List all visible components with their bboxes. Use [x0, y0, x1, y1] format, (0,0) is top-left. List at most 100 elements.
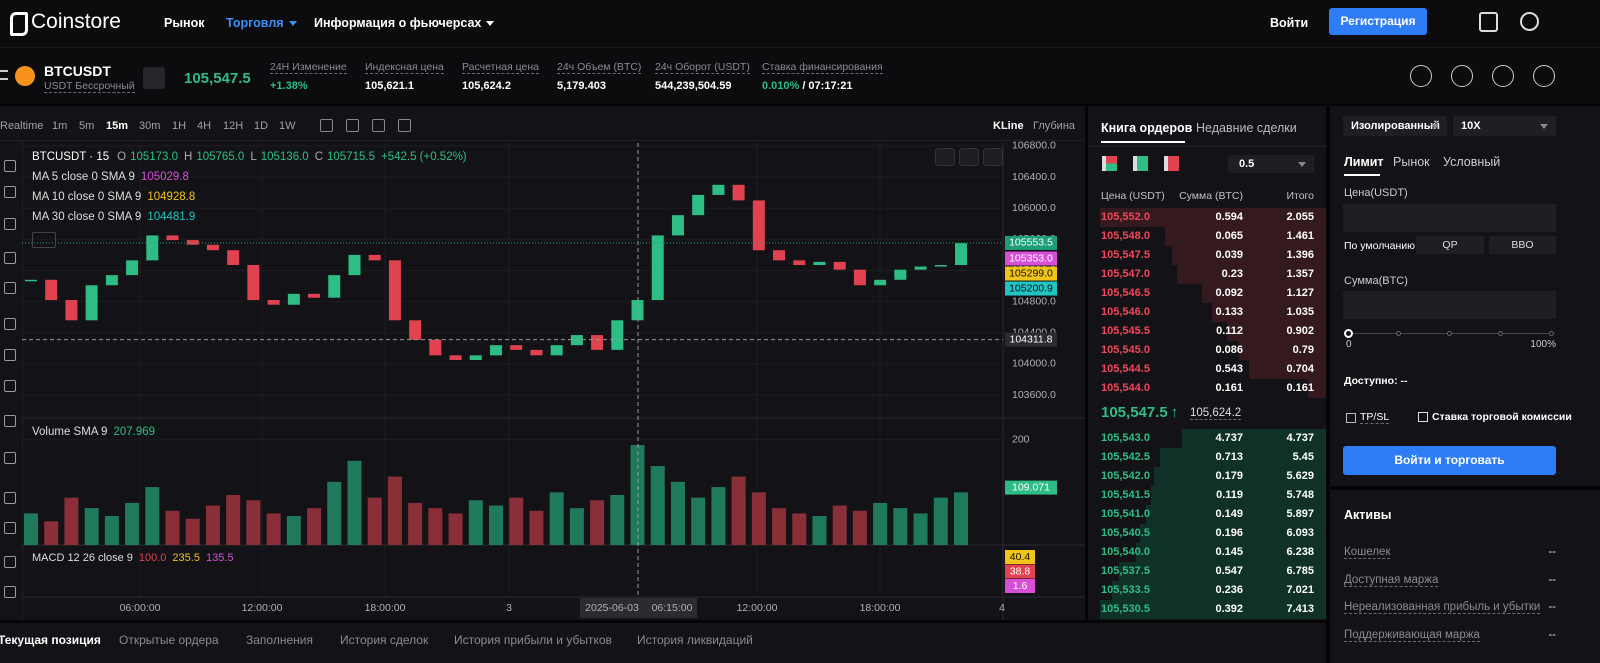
price-option[interactable]: QP	[1416, 236, 1484, 254]
interval-tab[interactable]: 1H	[172, 120, 187, 132]
tpsl-checkbox[interactable]	[1346, 413, 1356, 423]
position-tab[interactable]: Текущая позиция	[0, 633, 101, 647]
price-option[interactable]: BBO	[1489, 236, 1556, 254]
position-tab[interactable]: История сделок	[340, 633, 429, 647]
chart-action-button[interactable]	[983, 148, 1003, 166]
book-view-icon[interactable]	[1164, 156, 1179, 171]
chart-tool-icon[interactable]	[320, 119, 333, 132]
drawing-tool-icon[interactable]	[4, 452, 16, 464]
order-type-tab[interactable]: Лимит	[1344, 155, 1384, 169]
nav-item[interactable]: Рынок	[164, 16, 204, 30]
view-tab[interactable]: Глубина	[1033, 120, 1076, 132]
register-button[interactable]: Регистрация	[1329, 8, 1427, 35]
order-price[interactable]: 105,541.5	[1101, 489, 1150, 501]
interval-tab[interactable]: Realtime	[0, 120, 44, 132]
order-price[interactable]: 105,542.5	[1101, 451, 1150, 463]
drawing-tool-icon[interactable]	[4, 522, 16, 534]
ticker-tool-icon[interactable]	[1492, 65, 1514, 87]
orderbook-tab[interactable]: Книга ордеров	[1101, 121, 1193, 135]
order-price[interactable]: 105,541.0	[1101, 508, 1150, 520]
interval-tab[interactable]: 30m	[139, 120, 161, 132]
position-tab[interactable]: История ликвидаций	[637, 633, 753, 647]
chart-action-button[interactable]	[959, 148, 979, 166]
order-price[interactable]: 105,530.5	[1101, 603, 1150, 615]
order-type-tab[interactable]: Рынок	[1393, 155, 1430, 169]
interval-tab[interactable]: 1D	[254, 120, 269, 132]
drawing-tool-icon[interactable]	[4, 556, 16, 568]
order-type-tab[interactable]: Условный	[1443, 155, 1501, 169]
order-price[interactable]: 105,533.5	[1101, 584, 1150, 596]
collapse-legend-button[interactable]	[32, 232, 56, 248]
drawing-tool-icon[interactable]	[4, 586, 16, 598]
drawing-tool-icon[interactable]	[4, 380, 16, 392]
drawing-tool-icon[interactable]	[4, 186, 16, 198]
chart-tool-icon[interactable]	[372, 119, 385, 132]
stat-value-text: 105,621.1	[365, 80, 414, 92]
position-tab[interactable]: История прибыли и убытков	[454, 633, 612, 647]
price-tag: 105200.9	[1009, 282, 1053, 294]
orderbook-tab[interactable]: Недавние сделки	[1196, 121, 1297, 135]
drawing-tool-icon[interactable]	[4, 318, 16, 330]
chart-tool-icon[interactable]	[346, 119, 359, 132]
drawing-tool-icon[interactable]	[4, 282, 16, 294]
orderbook-divider	[1088, 146, 1326, 147]
amount-input[interactable]	[1343, 291, 1556, 319]
interval-tab[interactable]: 1m	[52, 120, 68, 132]
precision-select[interactable]: 0.5	[1228, 155, 1314, 173]
download-icon[interactable]	[1479, 12, 1498, 32]
order-price[interactable]: 105,548.0	[1101, 230, 1150, 242]
drawing-tool-icon[interactable]	[4, 252, 16, 264]
price-input[interactable]	[1343, 204, 1556, 232]
order-price[interactable]: 105,547.0	[1101, 268, 1150, 280]
drawing-tool-icon[interactable]	[4, 218, 16, 230]
dropdown[interactable]: Изолированный	[1343, 116, 1447, 136]
ticker-tool-icon[interactable]	[1533, 65, 1555, 87]
order-price[interactable]: 105,543.0	[1101, 432, 1150, 444]
view-tab[interactable]: KLine	[993, 120, 1024, 132]
order-price[interactable]: 105,542.0	[1101, 470, 1150, 482]
order-price[interactable]: 105,545.5	[1101, 325, 1150, 337]
nav-item[interactable]: Информация о фьючерсах	[314, 16, 495, 30]
submit-button[interactable]: Войти и торговать	[1343, 446, 1556, 475]
interval-tab[interactable]: 4H	[197, 120, 212, 132]
interval-tab[interactable]: 5m	[79, 120, 95, 132]
order-price[interactable]: 105,546.5	[1101, 287, 1150, 299]
order-price[interactable]: 105,552.0	[1101, 211, 1150, 223]
order-price[interactable]: 105,545.0	[1101, 344, 1150, 356]
order-price[interactable]: 105,544.5	[1101, 363, 1150, 375]
price-option[interactable]: По умолчанию	[1344, 240, 1416, 252]
order-price[interactable]: 105,547.5	[1101, 249, 1150, 261]
book-view-icon[interactable]	[1102, 156, 1117, 171]
fee-rate-link[interactable]: Ставка торговой комиссии	[1432, 411, 1572, 423]
order-price[interactable]: 105,544.0	[1101, 382, 1150, 394]
chart-action-button[interactable]	[935, 148, 955, 166]
ticker-tool-icon[interactable]	[1410, 65, 1432, 87]
favorite-button[interactable]	[143, 67, 165, 89]
drawing-tool-icon[interactable]	[4, 492, 16, 504]
position-tab[interactable]: Открытые ордера	[119, 633, 219, 647]
order-price[interactable]: 105,540.0	[1101, 546, 1150, 558]
language-icon[interactable]	[1520, 12, 1539, 31]
interval-tab[interactable]: 1W	[279, 120, 296, 132]
book-view-icon[interactable]	[1133, 156, 1148, 171]
interval-tab[interactable]: 15m	[106, 120, 129, 132]
tpsl-label[interactable]: TP/SL	[1360, 411, 1390, 424]
drawing-tool-icon[interactable]	[4, 415, 16, 427]
volume-bar	[327, 481, 342, 545]
login-link[interactable]: Войти	[1270, 16, 1309, 30]
x-tick-label: 06:00:00	[120, 602, 161, 614]
drawing-tool-icon[interactable]	[4, 160, 16, 172]
interval-tab[interactable]: 12H	[223, 120, 244, 132]
order-price[interactable]: 105,540.5	[1101, 527, 1150, 539]
menu-icon[interactable]	[0, 70, 8, 80]
dropdown[interactable]: 10X	[1453, 116, 1556, 136]
order-total: 6.785	[1286, 565, 1314, 577]
volume-bar	[185, 518, 200, 545]
order-price[interactable]: 105,537.5	[1101, 565, 1150, 577]
drawing-tool-icon[interactable]	[4, 349, 16, 361]
ticker-tool-icon[interactable]	[1451, 65, 1473, 87]
position-tab[interactable]: Заполнения	[246, 633, 313, 647]
chart-tool-icon[interactable]	[398, 119, 411, 132]
order-price[interactable]: 105,546.0	[1101, 306, 1150, 318]
nav-item[interactable]: Торговля	[226, 16, 297, 30]
